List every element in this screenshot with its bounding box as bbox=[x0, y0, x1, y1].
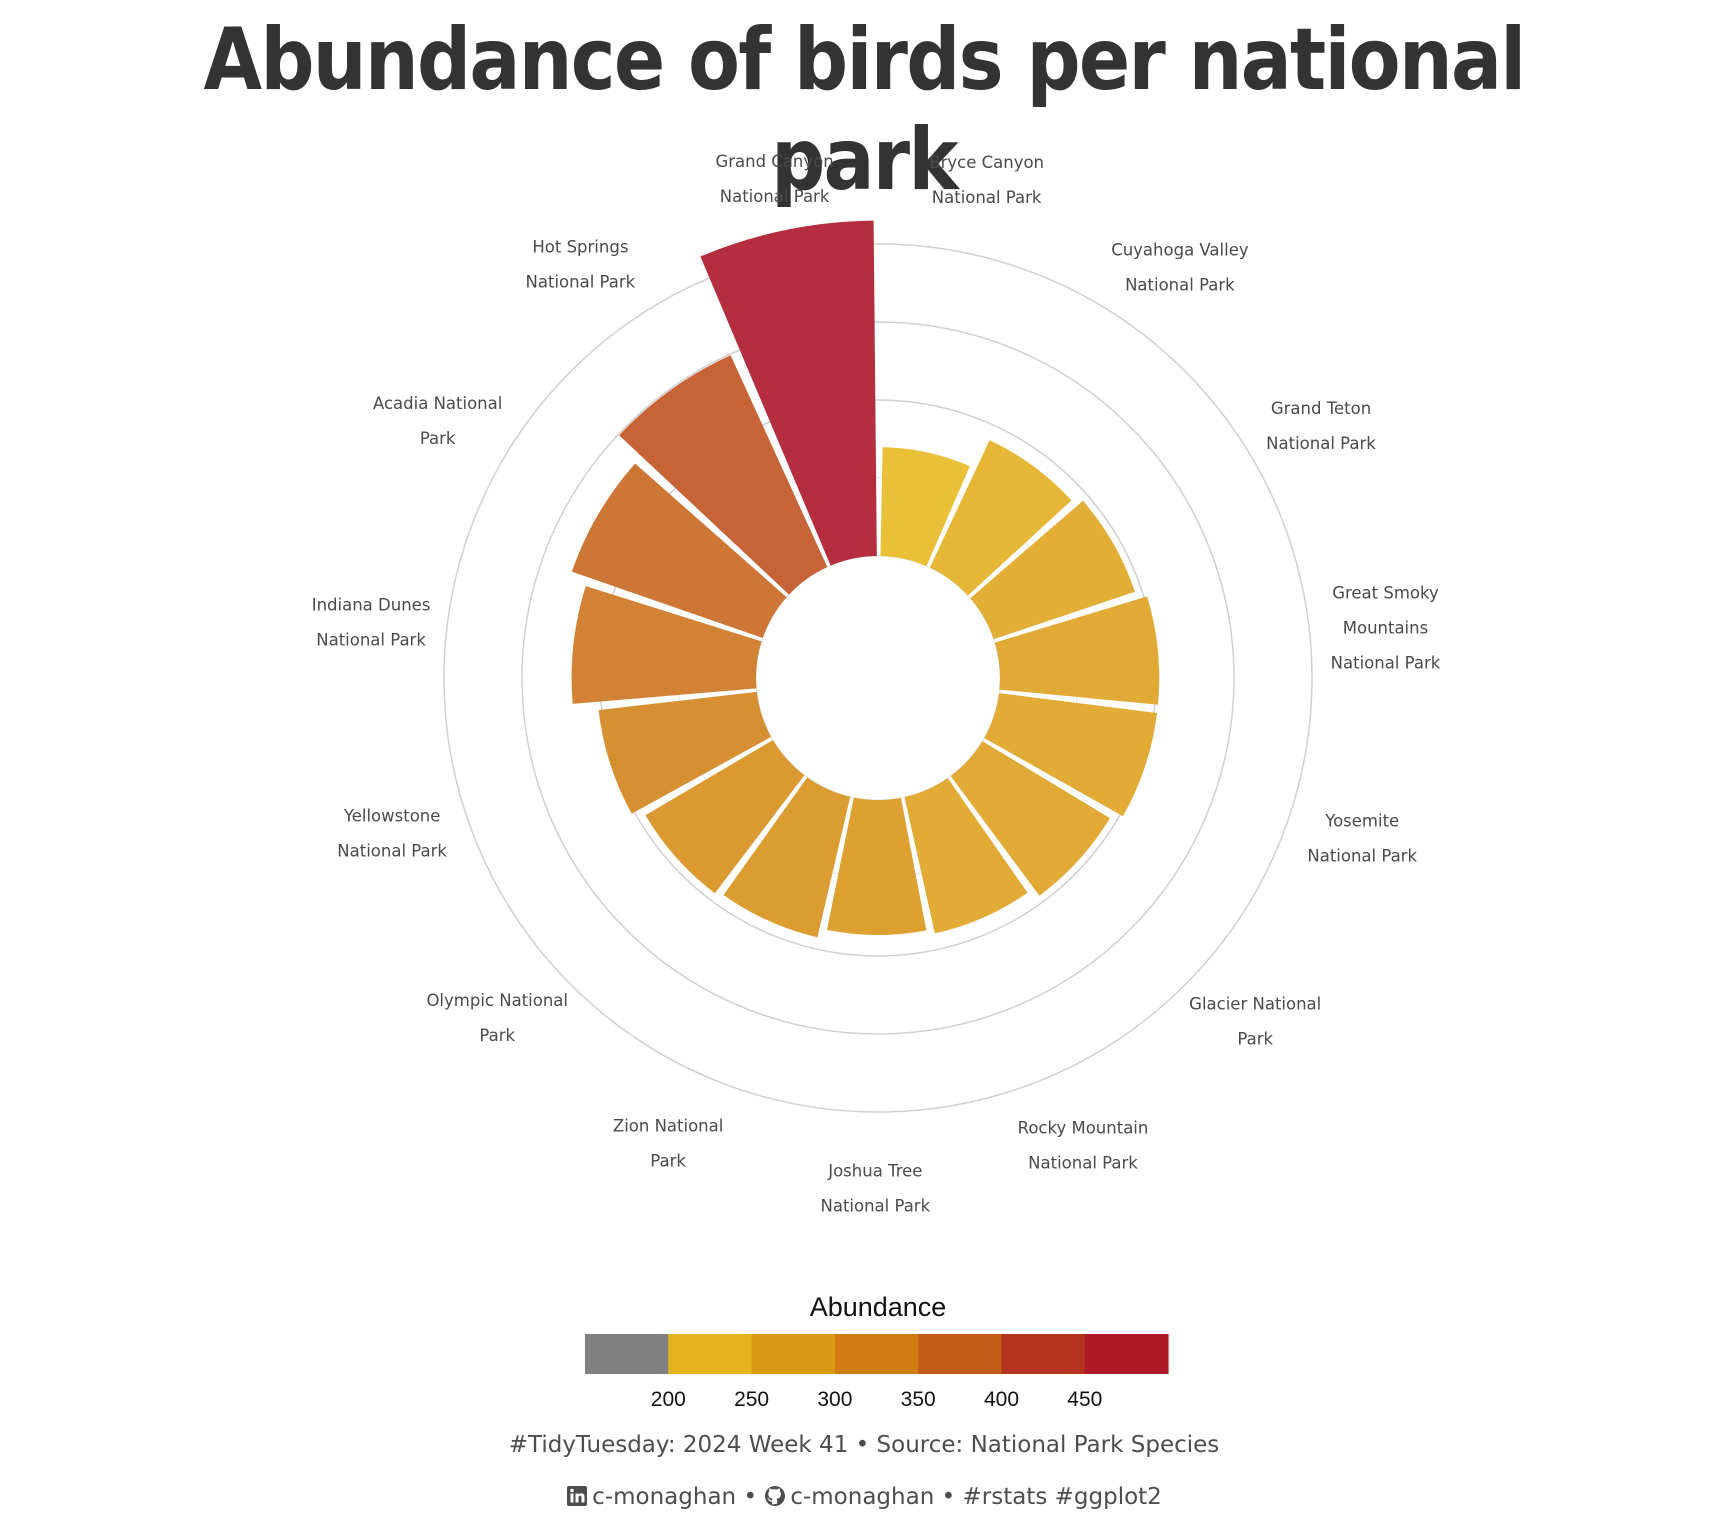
legend-tick-label: 200 bbox=[651, 1388, 686, 1411]
park-label: Acadia National bbox=[373, 394, 502, 413]
bar-3 bbox=[970, 500, 1135, 640]
park-label: Olympic National bbox=[426, 991, 568, 1010]
legend-swatch bbox=[1084, 1334, 1169, 1374]
bar-13 bbox=[571, 463, 787, 638]
legend-swatch bbox=[1001, 1334, 1086, 1374]
caption: #TidyTuesday: 2024 Week 41 • Source: Nat… bbox=[508, 1432, 1220, 1458]
park-labels: Bryce Canyon National Park Cuyahoga Valley… bbox=[312, 152, 1441, 1215]
park-label: Joshua Tree bbox=[827, 1161, 922, 1180]
park-label: Rocky Mountain bbox=[1018, 1118, 1149, 1137]
park-label: National Park bbox=[1125, 275, 1235, 294]
park-label: National Park bbox=[720, 187, 830, 206]
credit-separator: • bbox=[743, 1484, 758, 1510]
bar-7 bbox=[904, 778, 1028, 934]
park-label: Grand Teton bbox=[1271, 399, 1371, 418]
park-label: Cuyahoga Valley bbox=[1111, 240, 1249, 259]
legend-tick-label: 300 bbox=[817, 1388, 852, 1411]
bars bbox=[571, 220, 1160, 938]
bar-2 bbox=[929, 440, 1072, 596]
legend-tick-label: 350 bbox=[901, 1388, 936, 1411]
legend-tick-label: 250 bbox=[734, 1388, 769, 1411]
bar-10 bbox=[645, 740, 805, 894]
github-icon bbox=[765, 1486, 786, 1506]
park-label: National Park bbox=[1331, 653, 1441, 672]
park-label: Grand Canyon bbox=[715, 152, 833, 171]
linkedin-handle: c-monaghan bbox=[592, 1484, 737, 1510]
bar-1 bbox=[880, 447, 970, 567]
bar-15 bbox=[700, 220, 877, 566]
park-label: National Park bbox=[1307, 847, 1417, 866]
park-label: National Park bbox=[316, 631, 426, 650]
legend-swatch bbox=[918, 1334, 1002, 1374]
park-label: National Park bbox=[1028, 1153, 1138, 1172]
page-title: Abundance of birds per national park bbox=[203, 10, 1527, 210]
park-label: Indiana Dunes bbox=[312, 596, 431, 615]
legend-swatch bbox=[585, 1334, 669, 1374]
park-label: Park bbox=[1237, 1030, 1273, 1049]
grid-circle bbox=[755, 555, 1001, 801]
park-label: Glacier National bbox=[1189, 995, 1321, 1014]
park-label: Great Smoky bbox=[1332, 583, 1439, 602]
legend-swatch bbox=[668, 1334, 753, 1374]
park-label: National Park bbox=[820, 1196, 930, 1215]
park-label: Yosemite bbox=[1324, 812, 1399, 831]
bar-6 bbox=[950, 741, 1110, 896]
github-handle: c-monaghan bbox=[790, 1484, 935, 1510]
park-label: National Park bbox=[526, 272, 636, 291]
park-label: National Park bbox=[337, 842, 447, 861]
bar-5 bbox=[984, 693, 1158, 817]
bar-14 bbox=[619, 355, 828, 595]
park-label: National Park bbox=[1266, 434, 1376, 453]
park-label: Park bbox=[420, 429, 456, 448]
legend: Abundance 200 250 300 350 400 450 bbox=[585, 1292, 1169, 1411]
credits: c-monaghan • c-monaghan • #rstats #ggplo… bbox=[0, 1484, 1728, 1510]
park-label: Park bbox=[479, 1026, 515, 1045]
legend-swatch bbox=[834, 1334, 919, 1374]
legend-tick-label: 400 bbox=[984, 1388, 1019, 1411]
legend-tick-label: 450 bbox=[1067, 1388, 1102, 1411]
legend-swatch bbox=[751, 1334, 836, 1374]
credit-separator-2: • bbox=[941, 1484, 956, 1510]
hashtags: #rstats #ggplot2 bbox=[962, 1484, 1162, 1510]
park-label: Yellowstone bbox=[343, 807, 441, 826]
park-label: National Park bbox=[932, 188, 1042, 207]
park-label: Park bbox=[650, 1151, 686, 1170]
bar-8 bbox=[826, 797, 927, 935]
grid-circle bbox=[521, 321, 1235, 1035]
grid-circle bbox=[443, 243, 1313, 1113]
park-label: Zion National bbox=[613, 1116, 723, 1135]
park-label: Hot Springs bbox=[532, 237, 628, 256]
bar-4 bbox=[994, 596, 1160, 705]
bar-12 bbox=[571, 586, 762, 704]
legend-title: Abundance bbox=[810, 1292, 947, 1322]
bar-11 bbox=[598, 691, 772, 814]
park-label: Mountains bbox=[1343, 618, 1428, 637]
park-label: Bryce Canyon bbox=[929, 153, 1044, 172]
bar-9 bbox=[723, 777, 851, 938]
linkedin-icon bbox=[567, 1486, 588, 1506]
